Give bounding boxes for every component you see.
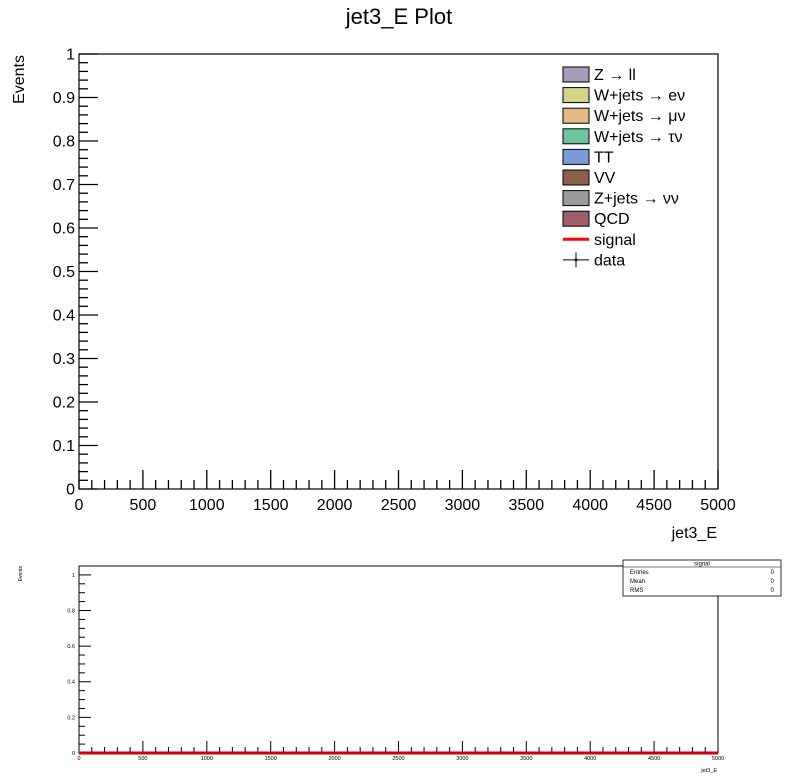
x-tick-label: 2500	[381, 497, 417, 514]
bottom-y-axis: 0 0.2 0.4 0.6 0.8 1	[67, 565, 91, 757]
x-tick-label: 500	[138, 756, 147, 762]
y-tick-label: 0.4	[67, 680, 75, 686]
y-axis: 0 0.1 0.2 0.3 0.4 0.5 0.6 0.7 0.8 0.9 1	[53, 47, 98, 499]
x-tick-label: 1000	[201, 756, 213, 762]
legend-label: QCD	[594, 211, 630, 228]
x-axis-label: jet3_E	[671, 525, 717, 542]
y-tick-label: 1	[72, 573, 75, 579]
y-tick-label: 0.6	[53, 221, 75, 238]
legend-swatch	[562, 128, 590, 145]
x-tick-label: 1000	[189, 497, 225, 514]
x-tick-label: 3500	[509, 497, 545, 514]
y-tick-label: 0.6	[67, 644, 75, 650]
x-tick-label: 5000	[700, 497, 736, 514]
y-tick-label: 0.3	[53, 351, 75, 368]
stats-rms-label: RMS	[630, 588, 643, 594]
stats-rms-value: 0	[771, 588, 775, 594]
legend-label: TT	[594, 149, 614, 166]
legend-swatch	[562, 190, 590, 207]
legend-label: W+jets → μν	[594, 108, 685, 125]
bottom-plot-frame	[78, 565, 719, 754]
y-tick-label: 0.2	[67, 715, 75, 721]
legend-label: data	[594, 252, 625, 269]
y-tick-label: 0.8	[67, 608, 75, 614]
legend-swatch	[562, 210, 590, 227]
x-tick-label: 4000	[584, 756, 596, 762]
x-tick-label: 4000	[572, 497, 608, 514]
legend-swatch	[562, 169, 590, 186]
x-tick-label: 3500	[520, 756, 532, 762]
main-plot: jet3_E Plot Events jet3_E 00.10.20.30.40…	[11, 4, 736, 542]
bottom-x-axis-label: jet3_E	[700, 768, 717, 774]
legend-marker-dot	[574, 258, 578, 262]
y-tick-label: 0	[72, 751, 75, 757]
stats-mean-label: Mean	[630, 579, 645, 585]
y-tick-label: 0.7	[53, 177, 75, 194]
x-tick-label: 2000	[328, 756, 340, 762]
y-tick-label: 0	[66, 482, 75, 499]
stats-mean-value: 0	[771, 579, 775, 585]
ratio-plot: Events jet3_E 0 0.2 0.4 0.6 0.8 1 0 500 1000 150…	[18, 559, 782, 774]
x-tick-label: 1500	[265, 756, 277, 762]
legend-label: W+jets → eν	[594, 88, 685, 105]
x-tick-label: 4500	[636, 497, 672, 514]
y-tick-label: 1	[66, 47, 75, 64]
y-tick-label: 0.1	[53, 438, 75, 455]
x-axis: 0 500 1000 1500 2000 2500 3000 3500 4000 4500 5000	[75, 470, 736, 514]
x-tick-label: 2500	[392, 756, 404, 762]
x-tick-label: 5000	[712, 756, 724, 762]
bottom-y-axis-label: Events	[18, 566, 24, 582]
y-tick-label: 0.9	[53, 90, 75, 107]
y-tick-label: 0.8	[53, 134, 75, 151]
legend-swatch	[562, 87, 590, 104]
x-tick-label: 0	[77, 756, 80, 762]
y-tick-label: 0.4	[53, 308, 75, 325]
legend-label: VV	[594, 170, 616, 187]
stats-box: signal Entries 0 Mean 0 RMS 0	[622, 559, 782, 597]
legend-label: Z+jets → νν	[594, 191, 679, 208]
x-tick-label: 4500	[648, 756, 660, 762]
y-tick-label: 0.5	[53, 264, 75, 281]
legend: Z → ll W+jets → eν W+jets → μν W+jets → τν T…	[562, 66, 685, 269]
legend-label: Z → ll	[594, 67, 636, 84]
legend-label: W+jets → τν	[594, 129, 683, 146]
x-tick-label: 0	[75, 497, 84, 514]
legend-swatch	[562, 148, 590, 165]
x-tick-label: 3000	[456, 756, 468, 762]
legend-swatch	[562, 66, 590, 83]
x-tick-label: 3000	[445, 497, 481, 514]
x-tick-label: 1500	[253, 497, 289, 514]
y-axis-label: Events	[11, 55, 28, 104]
stats-entries-value: 0	[771, 570, 775, 576]
x-tick-label: 2000	[317, 497, 353, 514]
chart-title: jet3_E Plot	[345, 4, 452, 29]
legend-swatch	[562, 107, 590, 124]
stats-title: signal	[694, 562, 710, 568]
y-tick-label: 0.2	[53, 395, 75, 412]
stats-entries-label: Entries	[630, 570, 649, 576]
legend-label: signal	[594, 232, 636, 249]
x-tick-label: 500	[130, 497, 157, 514]
